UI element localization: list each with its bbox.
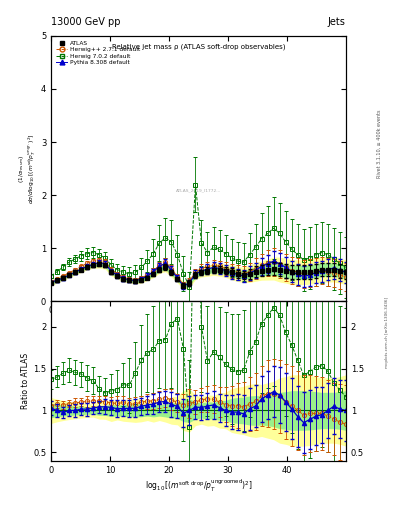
Text: mcplots.cern.ch [arXiv:1306.3436]: mcplots.cern.ch [arXiv:1306.3436] — [385, 297, 389, 368]
Y-axis label: $(1/\sigma_{\mathrm{resum}})$
$d\sigma/d\log_{10}[(m^{\mathrm{sd}}/p_T^{\mathrm{: $(1/\sigma_{\mathrm{resum}})$ $d\sigma/d… — [17, 133, 38, 204]
Text: Jets: Jets — [328, 16, 346, 27]
Text: ATLAS_2019_I1772...: ATLAS_2019_I1772... — [176, 188, 221, 192]
Text: Relative jet mass ρ (ATLAS soft-drop observables): Relative jet mass ρ (ATLAS soft-drop obs… — [112, 44, 285, 50]
X-axis label: $\log_{10}[(m^{\mathrm{soft\ drop}}/p_T^{\mathrm{ungroomed}})^2]$: $\log_{10}[(m^{\mathrm{soft\ drop}}/p_T^… — [145, 477, 252, 494]
Text: 13000 GeV pp: 13000 GeV pp — [51, 16, 121, 27]
Text: Rivet 3.1.10, ≥ 400k events: Rivet 3.1.10, ≥ 400k events — [377, 109, 382, 178]
Legend: ATLAS, Herwig++ 2.7.1 default, Herwig 7.0.2 default, Pythia 8.308 default: ATLAS, Herwig++ 2.7.1 default, Herwig 7.… — [54, 39, 142, 67]
Y-axis label: Ratio to ATLAS: Ratio to ATLAS — [21, 353, 30, 409]
